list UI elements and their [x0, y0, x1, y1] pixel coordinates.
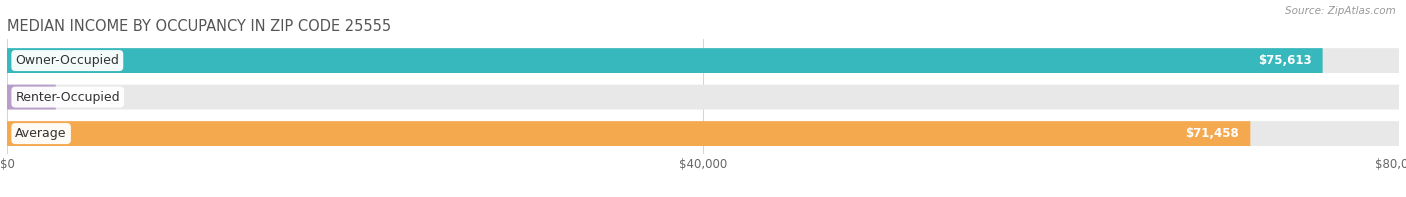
- Text: Renter-Occupied: Renter-Occupied: [15, 91, 120, 104]
- Text: $75,613: $75,613: [1258, 54, 1312, 67]
- Text: Source: ZipAtlas.com: Source: ZipAtlas.com: [1285, 6, 1396, 16]
- FancyBboxPatch shape: [7, 121, 1399, 146]
- FancyBboxPatch shape: [7, 121, 1250, 146]
- FancyBboxPatch shape: [7, 85, 56, 110]
- Text: $71,458: $71,458: [1185, 127, 1239, 140]
- FancyBboxPatch shape: [7, 48, 1323, 73]
- FancyBboxPatch shape: [7, 48, 1399, 73]
- Text: Average: Average: [15, 127, 67, 140]
- Text: $0: $0: [73, 91, 87, 104]
- FancyBboxPatch shape: [7, 85, 1399, 110]
- Text: Owner-Occupied: Owner-Occupied: [15, 54, 120, 67]
- Text: MEDIAN INCOME BY OCCUPANCY IN ZIP CODE 25555: MEDIAN INCOME BY OCCUPANCY IN ZIP CODE 2…: [7, 19, 391, 34]
